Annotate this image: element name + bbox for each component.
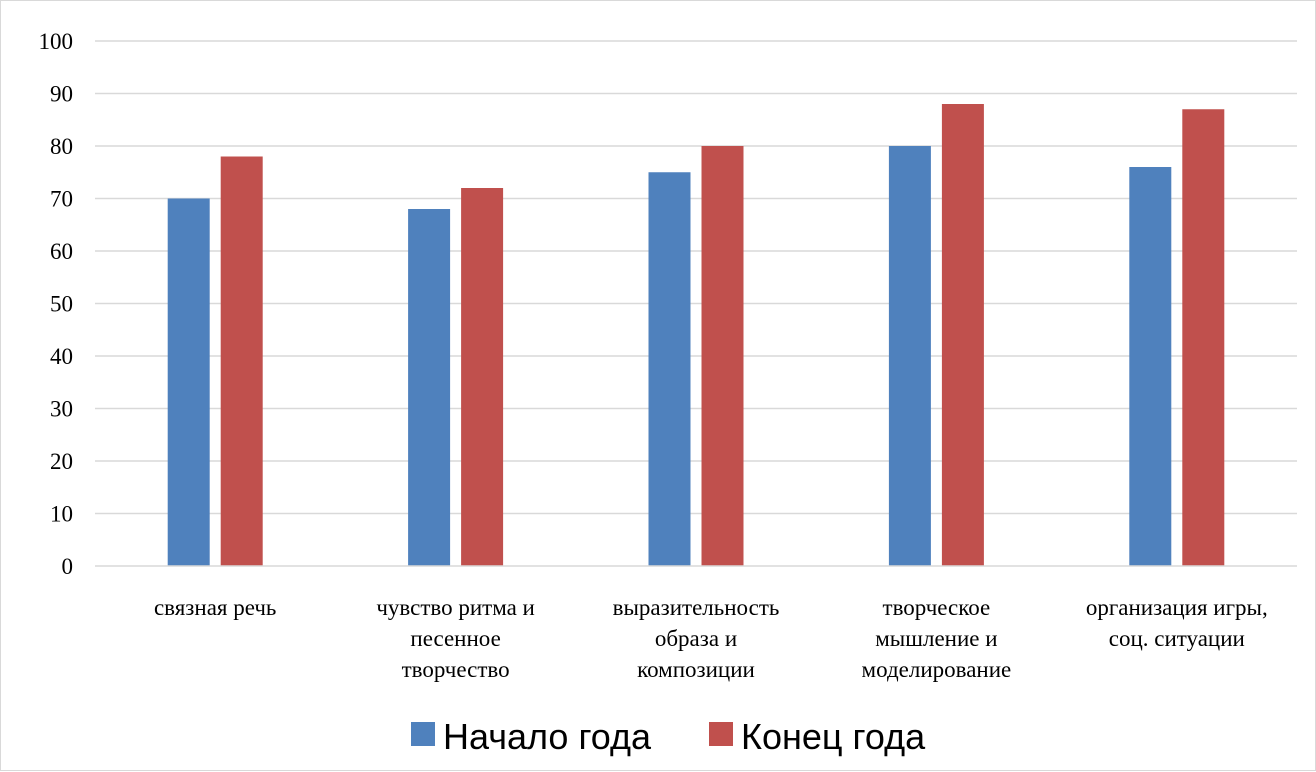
bar-end-0 — [220, 156, 263, 566]
legend-swatch — [709, 722, 733, 746]
x-category-label: мышление и — [875, 626, 997, 651]
x-category-label: чувство ритма и — [376, 595, 535, 620]
y-tick-label: 50 — [50, 292, 73, 317]
bar-start-3 — [888, 146, 931, 566]
legend-label: Конец года — [741, 716, 926, 757]
bar-start-2 — [648, 172, 691, 566]
x-category-label: творчество — [402, 657, 510, 682]
bar-end-3 — [941, 104, 984, 566]
y-tick-label: 0 — [62, 554, 74, 579]
x-category-label: композиции — [637, 657, 755, 682]
y-axis-ticks: 0 10 20 30 40 50 60 70 80 90 100 — [39, 29, 74, 579]
bar-end-4 — [1182, 109, 1225, 566]
x-category-label: образа и — [655, 626, 737, 651]
legend-label: Начало года — [443, 716, 652, 757]
gridlines — [95, 40, 1297, 515]
y-tick-label: 10 — [50, 502, 73, 527]
legend-swatch — [411, 722, 435, 746]
x-category-label: соц. ситуации — [1109, 626, 1245, 651]
x-category-label: связная речь — [154, 595, 276, 620]
bars — [167, 104, 1225, 566]
x-category-label: творческое — [883, 595, 991, 620]
y-tick-label: 20 — [50, 449, 73, 474]
y-tick-label: 60 — [50, 239, 73, 264]
x-category-label: выразительность — [613, 595, 780, 620]
x-category-label: песенное — [410, 626, 500, 651]
y-tick-label: 70 — [50, 187, 73, 212]
bar-start-4 — [1129, 167, 1172, 566]
y-tick-label: 100 — [39, 29, 74, 54]
y-tick-label: 30 — [50, 397, 73, 422]
y-tick-label: 80 — [50, 134, 73, 159]
y-tick-label: 40 — [50, 344, 73, 369]
bar-end-1 — [461, 188, 504, 566]
x-axis-labels: связная речь чувство ритма и песенное творч… — [154, 595, 1268, 682]
x-category-label: моделирование — [862, 657, 1012, 682]
bar-start-1 — [408, 209, 451, 566]
bar-start-0 — [167, 198, 210, 566]
y-tick-label: 90 — [50, 82, 73, 107]
x-category-label: организация игры, — [1086, 595, 1268, 620]
bar-end-2 — [701, 146, 744, 566]
legend: Начало года Конец года — [411, 716, 926, 757]
